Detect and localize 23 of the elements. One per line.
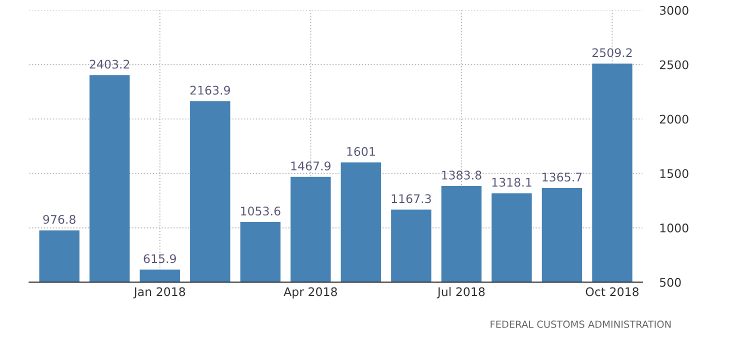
y-tick-label: 2000 [660, 114, 688, 124]
y-tick-label: 1500 [660, 169, 688, 178]
data-label: 1601 [347, 147, 375, 156]
data-label: 1167.3 [392, 194, 431, 204]
data-label: 1467.9 [291, 162, 330, 170]
data-label: 2509.2 [592, 48, 632, 58]
y-tick-label: 3000 [660, 6, 688, 15]
y-tick-label: 500 [660, 278, 681, 287]
data-label: 976.8 [43, 214, 76, 224]
data-label: 2163.9 [190, 86, 230, 95]
x-tick-label: Jan 2018 [133, 287, 186, 298]
text: FEDERAL CUSTOMS ADMINISTRATION [490, 320, 671, 328]
data-label: 1365.7 [542, 172, 582, 182]
data-label: 1383.8 [442, 170, 482, 180]
data-label: 615.9 [144, 254, 176, 264]
x-tick-label: Apr 2018 [284, 287, 337, 298]
y-tick-label: 1000 [660, 224, 688, 232]
y-tick-label: 2500 [660, 60, 688, 70]
data-label: 2403.2 [90, 60, 130, 69]
x-tick-label: Oct 2018 [586, 287, 639, 296]
x-tick-label: Jul 2018 [436, 287, 485, 298]
data-label: 1053.6 [241, 206, 280, 216]
data-label: 1318.1 [492, 178, 532, 187]
